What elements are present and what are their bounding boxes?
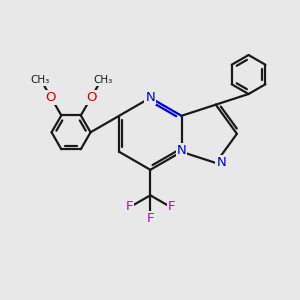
Text: N: N bbox=[177, 144, 186, 157]
Text: F: F bbox=[126, 200, 133, 213]
Text: O: O bbox=[86, 91, 97, 104]
Text: O: O bbox=[46, 91, 56, 104]
Text: CH₃: CH₃ bbox=[93, 75, 112, 85]
Text: N: N bbox=[216, 156, 226, 169]
Text: F: F bbox=[147, 212, 154, 225]
Text: CH₃: CH₃ bbox=[30, 75, 49, 85]
Text: F: F bbox=[168, 200, 175, 213]
Text: N: N bbox=[146, 91, 155, 104]
